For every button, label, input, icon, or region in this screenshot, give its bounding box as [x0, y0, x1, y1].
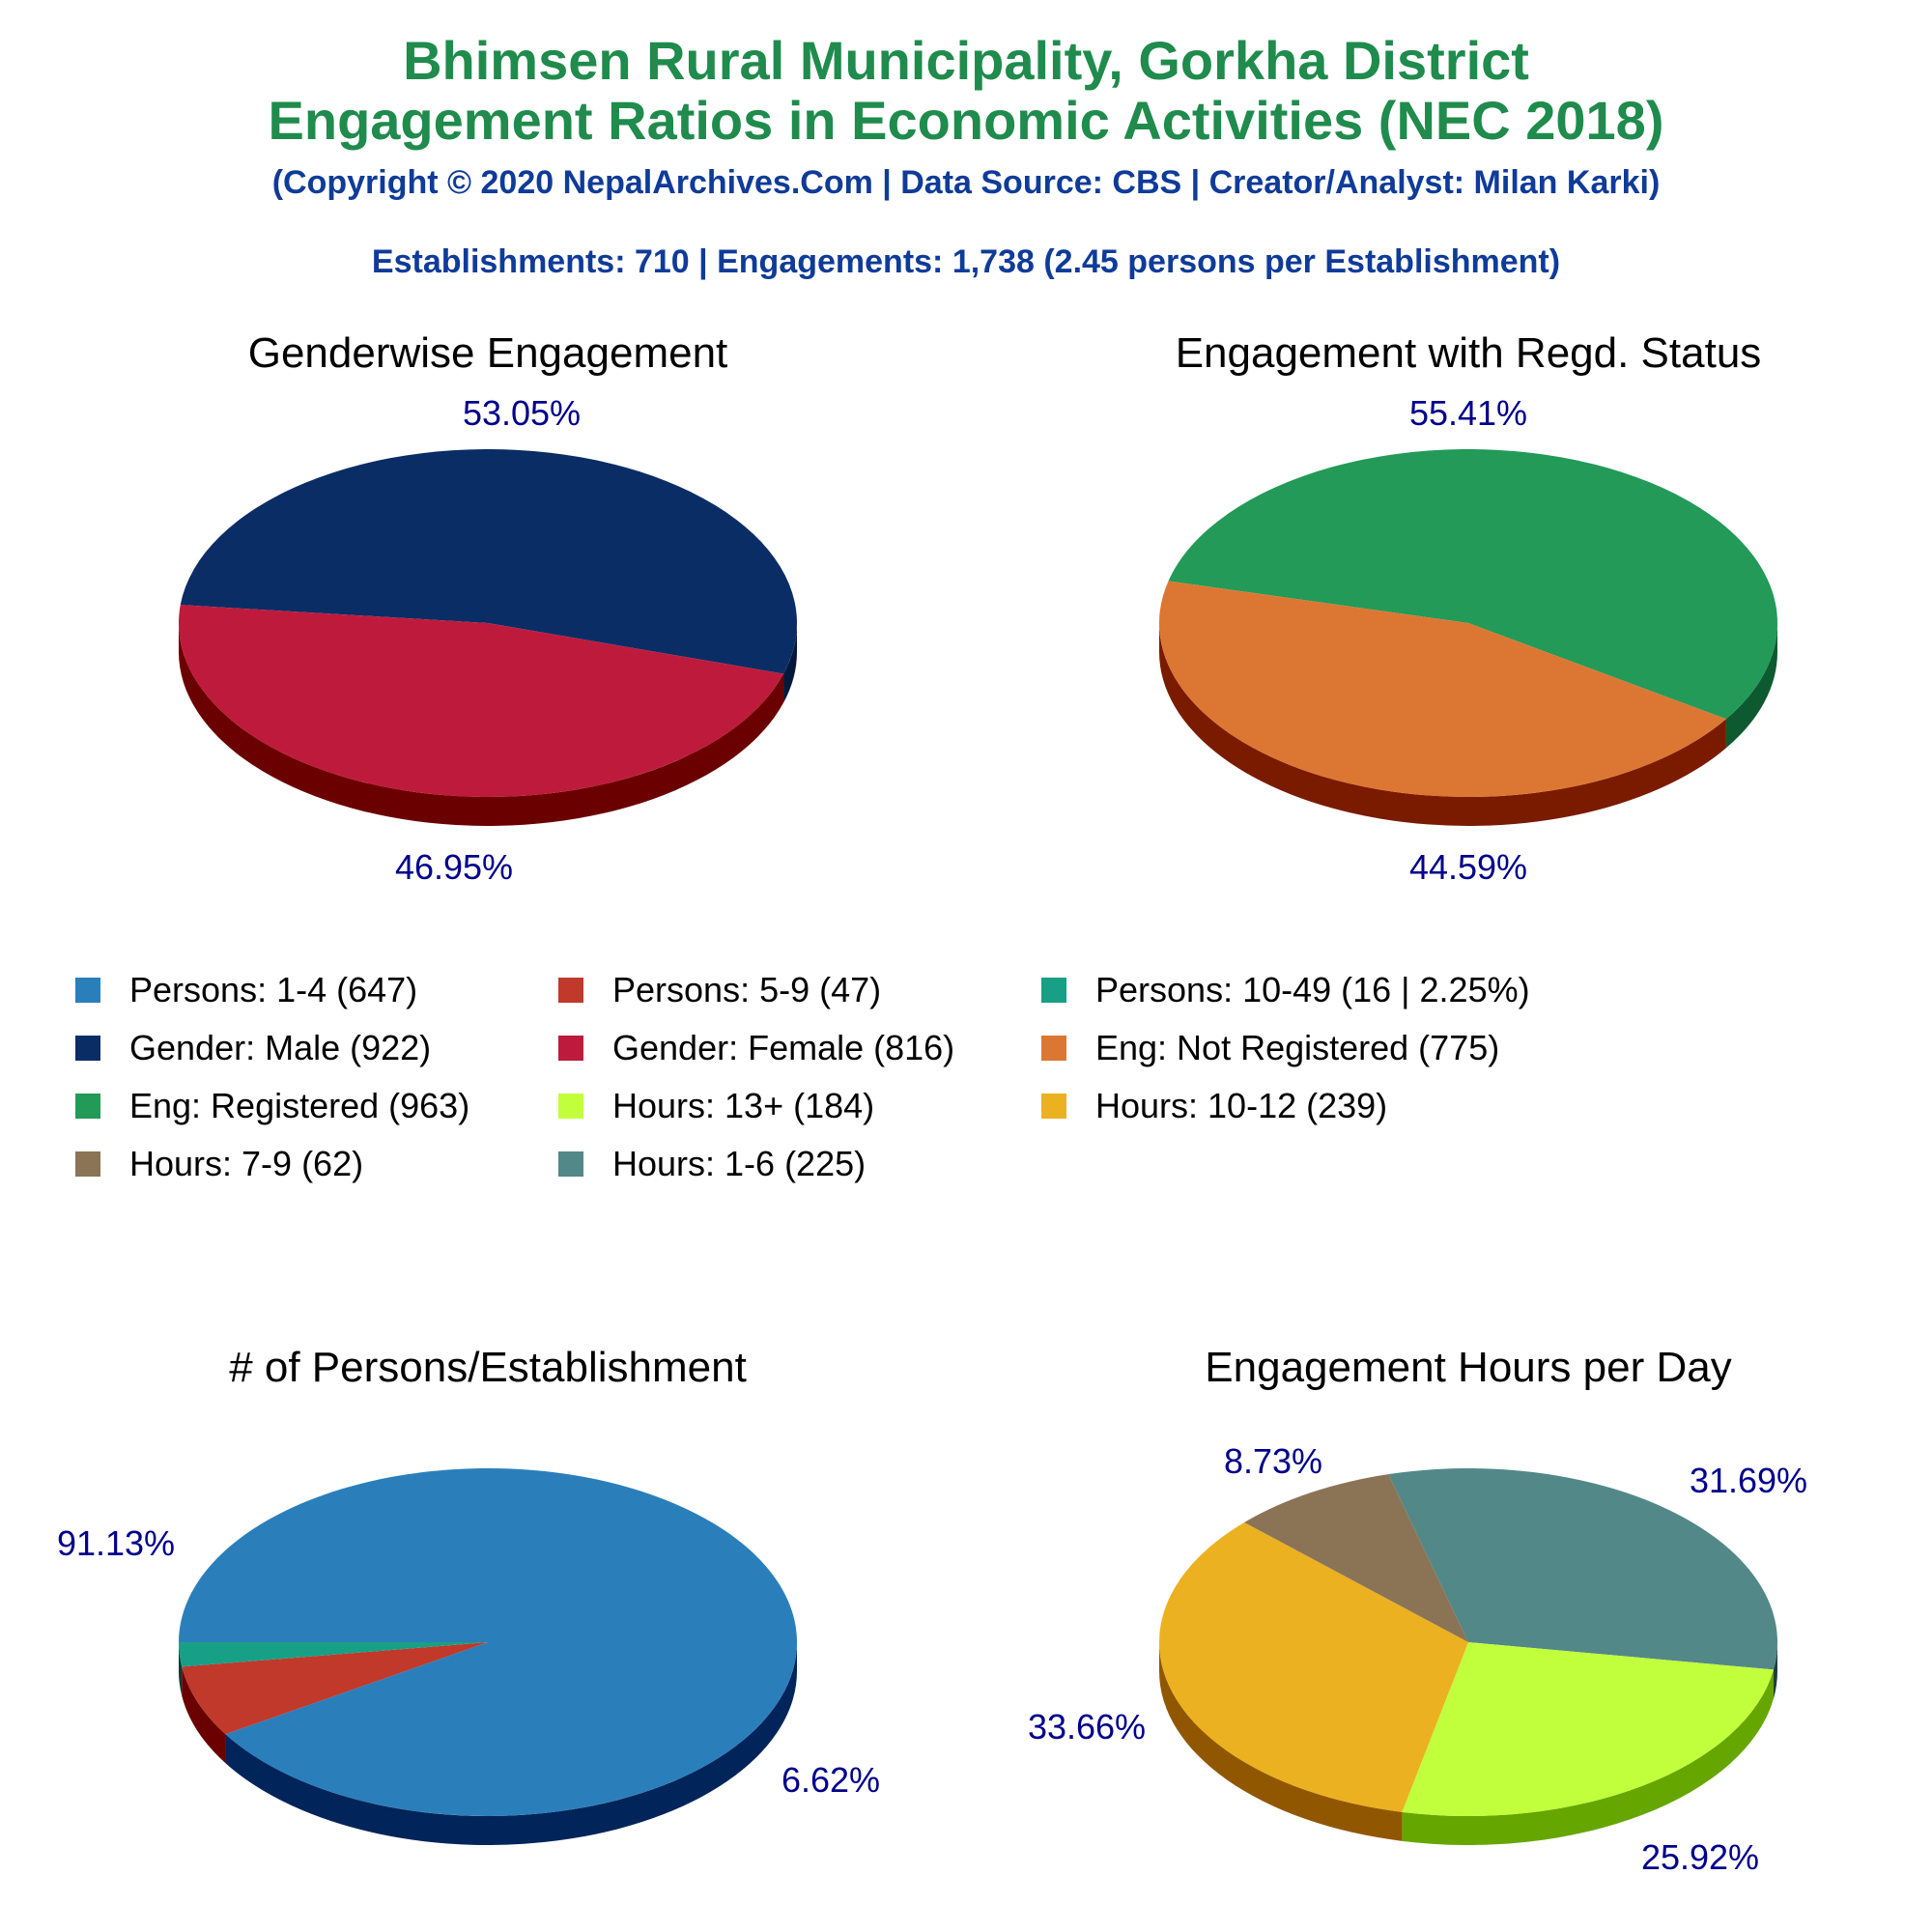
chart-title-line-2: Engagement Ratios in Economic Activities… — [268, 90, 1664, 151]
legend-swatch — [558, 1151, 583, 1177]
legend-swatch — [75, 1036, 100, 1061]
pie-chart: Engagement with Regd. Status 55.41% 44.59% — [1159, 329, 1777, 887]
pie-slice-side — [179, 1642, 183, 1696]
legend-swatch — [75, 978, 100, 1003]
pie-percent-label: 46.95% — [395, 847, 513, 887]
legend-label: Persons: 1-4 (647) — [129, 970, 418, 1009]
pie-slice — [179, 1642, 488, 1667]
legend-item: Persons: 5-9 (47) — [558, 966, 881, 1014]
pie-slice-side — [182, 1666, 226, 1764]
pie-percent-label: 33.66% — [1028, 1707, 1146, 1747]
copyright-line: (Copyright © 2020 NepalArchives.Com | Da… — [271, 164, 1661, 201]
pie-slice — [1159, 1521, 1468, 1812]
pie-slice-side — [1159, 623, 1726, 826]
legend-label: Hours: 7-9 (62) — [129, 1144, 364, 1183]
legend-item: Eng: Registered (963) — [75, 1082, 469, 1130]
legend-item: Gender: Male (922) — [75, 1024, 431, 1072]
legend-item: Hours: 1-6 (225) — [558, 1140, 866, 1188]
legend-label: Eng: Registered (963) — [129, 1086, 470, 1125]
pie-chart: Engagement Hours per Day 31.69% 25.92% 33.6… — [1028, 1344, 1807, 1877]
pie-chart: Genderwise Engagement 53.05% 46.95% — [178, 329, 797, 887]
pie-percent-label: 44.59% — [1409, 847, 1527, 887]
pie-percent-label: 6.62% — [781, 1760, 880, 1800]
pie-slice-side — [783, 623, 797, 703]
pie-title: Engagement Hours per Day — [1205, 1344, 1731, 1391]
pie-slice-side — [1773, 1642, 1777, 1699]
pie-title: # of Persons/Establishment — [229, 1344, 747, 1391]
pie-title: Genderwise Engagement — [248, 329, 728, 377]
legend-swatch — [558, 978, 583, 1003]
legend-item: Eng: Not Registered (775) — [1041, 1024, 1499, 1072]
legend-label: Persons: 5-9 (47) — [612, 970, 882, 1009]
pie-slice — [1402, 1642, 1774, 1816]
summary-line: Establishments: 710 | Engagements: 1,738… — [371, 243, 1561, 280]
pie-slice-side — [1159, 1642, 1403, 1841]
legend-item: Hours: 13+ (184) — [558, 1082, 874, 1130]
legend-swatch — [1041, 1036, 1066, 1061]
pie-slice — [1168, 449, 1777, 720]
pie-slice-side — [1402, 1669, 1774, 1845]
legend-item: Gender: Female (816) — [558, 1024, 954, 1072]
legend-swatch — [1041, 978, 1066, 1003]
legend-label: Hours: 10-12 (239) — [1095, 1086, 1388, 1125]
pie-percent-label: 25.92% — [1641, 1837, 1759, 1877]
pie-percent-label: 91.13% — [57, 1523, 175, 1563]
pie-slice-side — [1725, 623, 1777, 749]
pie-percent-label: 55.41% — [1409, 393, 1527, 433]
pie-percent-label: 31.69% — [1690, 1461, 1807, 1500]
pie-percent-label: 53.05% — [463, 393, 581, 433]
legend-swatch — [75, 1094, 100, 1119]
pie-slice-side — [179, 623, 784, 827]
legend-item: Hours: 10-12 (239) — [1041, 1082, 1387, 1130]
pie-slice — [1159, 581, 1726, 798]
pie-slice — [180, 449, 797, 674]
pie-slice — [1388, 1468, 1777, 1670]
legend-item: Persons: 1-4 (647) — [75, 966, 417, 1014]
legend-swatch — [558, 1094, 583, 1119]
legend-label: Persons: 10-49 (16 | 2.25%) — [1095, 970, 1530, 1009]
pie-title: Engagement with Regd. Status — [1176, 329, 1762, 377]
legend-swatch — [75, 1151, 100, 1177]
legend-label: Eng: Not Registered (775) — [1095, 1028, 1500, 1067]
pie-slice — [1244, 1474, 1468, 1642]
legend-label: Hours: 1-6 (225) — [612, 1144, 867, 1183]
legend-item: Persons: 10-49 (16 | 2.25%) — [1041, 966, 1530, 1014]
legend-label: Gender: Male (922) — [129, 1028, 432, 1067]
pie-slice-side — [225, 1642, 797, 1846]
legend-swatch — [1041, 1094, 1066, 1119]
pie-percent-label: 8.73% — [1224, 1441, 1322, 1481]
chart-title-line-1: Bhimsen Rural Municipality, Gorkha Distr… — [403, 30, 1529, 91]
pie-chart: # of Persons/Establishment 91.13% 6.62% — [57, 1344, 880, 1846]
pie-slice — [182, 1642, 489, 1735]
legend-swatch — [558, 1036, 583, 1061]
legend-item: Hours: 7-9 (62) — [75, 1140, 363, 1188]
pie-slice — [178, 605, 784, 798]
legend-label: Gender: Female (816) — [612, 1028, 955, 1067]
legend-label: Hours: 13+ (184) — [612, 1086, 875, 1125]
